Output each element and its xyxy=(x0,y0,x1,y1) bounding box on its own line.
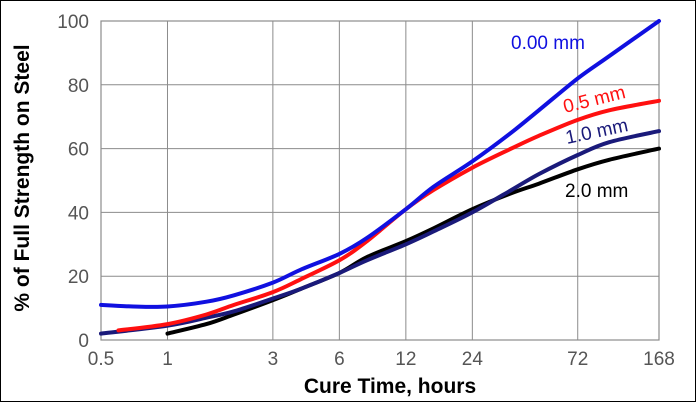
grid-layer xyxy=(100,20,660,341)
x-tick-label: 1 xyxy=(162,349,173,370)
series-label: 0.00 mm xyxy=(511,33,585,54)
x-tick-label: 24 xyxy=(462,349,484,370)
tick-layer: 0.5 1 3 6 12 24 72 168 0 20 40 60 80 100 xyxy=(57,12,675,370)
series-line-0-00-mm xyxy=(99,19,661,309)
x-tick-label: 72 xyxy=(567,349,588,370)
x-tick-label: 12 xyxy=(395,349,416,370)
y-tick-label: 80 xyxy=(68,76,89,97)
series-line-1-0-mm xyxy=(99,129,661,336)
y-tick-label: 60 xyxy=(68,140,89,161)
x-tick-label: 6 xyxy=(334,349,345,370)
curve-layer xyxy=(99,19,661,336)
x-tick-label: 168 xyxy=(643,349,675,370)
y-tick-label: 20 xyxy=(68,267,89,288)
x-tick-label: 3 xyxy=(268,349,279,370)
x-tick-label: 0.5 xyxy=(88,349,114,370)
y-tick-label: 0 xyxy=(78,331,89,352)
y-tick-label: 40 xyxy=(68,203,89,224)
x-axis-title: Cure Time, hours xyxy=(304,375,476,398)
series-line-2-0-mm xyxy=(165,146,661,336)
series-label: 2.0 mm xyxy=(565,181,628,202)
y-tick-label: 100 xyxy=(57,12,89,33)
plot-area-border xyxy=(100,20,660,341)
y-axis-title: % of Full Strength on Steel xyxy=(11,44,34,311)
